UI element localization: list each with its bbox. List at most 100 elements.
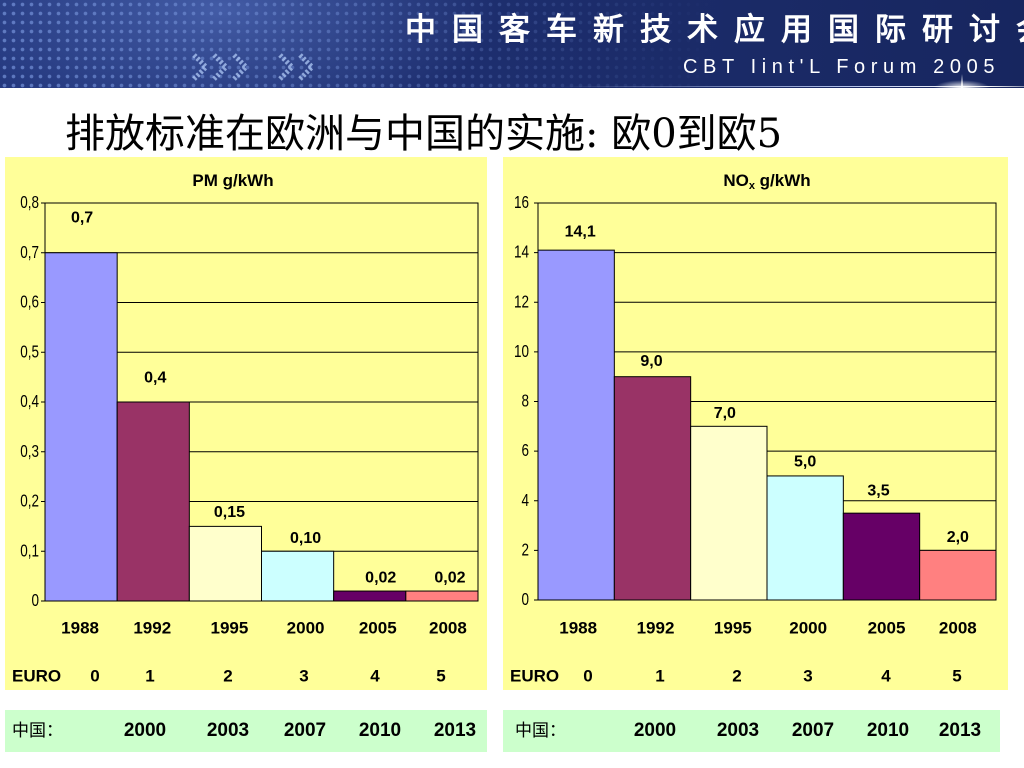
euro-level: 3 (299, 667, 308, 686)
data-label: 0,02 (365, 570, 396, 587)
euro-level: 2 (223, 667, 232, 686)
chevron-arrow-icon (212, 53, 230, 81)
pm-chart-title: PM g/kWh (192, 170, 273, 192)
sparkle-ray-decoration (961, 74, 963, 102)
euro-level: 2 (732, 667, 741, 686)
conference-title: 中国客车新技术应用国际研讨会 (405, 12, 1024, 47)
data-label: 0,4 (144, 370, 166, 387)
chevron-arrow-icon (298, 53, 316, 81)
pm-china-row: 中国： 2000 2003 2007 2010 2013 (5, 710, 487, 752)
china-year: 2013 (938, 720, 982, 741)
euro-level: 5 (436, 667, 445, 686)
chart-title-text: NO (723, 171, 749, 190)
chevron-arrow-icon (192, 53, 210, 81)
bar-2005 (842, 512, 921, 601)
x-tick-label: 2008 (939, 619, 977, 638)
bar-1992 (613, 376, 692, 601)
header-divider (560, 86, 1024, 87)
china-year: 2000 (123, 720, 167, 741)
euro-level: 5 (952, 667, 961, 686)
chart-title-unit: g/kWh (754, 171, 811, 190)
bar-1988 (44, 252, 118, 602)
china-year: 2003 (716, 720, 760, 741)
x-tick-label: 1995 (211, 619, 249, 638)
slide-title: 排放标准在欧洲与中国的实施: 欧0到欧5 (65, 111, 783, 157)
nox-chart-panel: 0 2 4 6 8 10 12 14 16 14,1 9,0 7,0 5,0 3,5 2,0 1988 1992… (503, 157, 1008, 690)
x-tick-label: 2005 (359, 619, 397, 638)
euro-level: 0 (583, 667, 592, 686)
chevron-arrow-icon (278, 53, 296, 81)
x-tick-label: 1988 (559, 619, 597, 638)
y-tick-label: 6 (521, 442, 529, 461)
x-tick-label: 2005 (868, 619, 906, 638)
china-year: 2010 (358, 720, 402, 741)
euro-label: EURO (510, 667, 559, 686)
data-label: 0,7 (71, 209, 93, 226)
dot-pattern-decoration (0, 0, 720, 88)
nox-chart-title: NOx g/kWh (723, 170, 810, 192)
y-tick-label: 0 (521, 590, 529, 609)
y-tick-label: 4 (521, 491, 529, 510)
bar-2008 (919, 549, 997, 601)
euro-level: 4 (881, 667, 891, 686)
data-label: 0,15 (214, 504, 245, 521)
y-tick-label: 0,7 (20, 243, 39, 262)
y-tick-label: 0,6 (20, 293, 39, 312)
euro-label: EURO (12, 667, 61, 686)
data-label: 14,1 (565, 224, 596, 241)
y-tick-label: 0,5 (20, 343, 39, 362)
bar-2000 (261, 550, 335, 602)
x-tick-label: 2008 (429, 619, 467, 638)
china-year: 2000 (633, 720, 677, 741)
chevron-arrows-icon (192, 53, 316, 81)
chart-title-subscript: x (748, 180, 755, 192)
nox-china-row: 中国： 2000 2003 2007 2010 2013 (503, 710, 1000, 752)
x-tick-label: 1992 (133, 619, 171, 638)
data-label: 0,10 (290, 530, 321, 547)
y-tick-label: 12 (514, 293, 529, 312)
euro-level: 0 (90, 667, 99, 686)
y-tick-label: 0 (31, 591, 39, 610)
pm-chart-panel: 0 0,1 0,2 0,3 0,4 0,5 0,6 0,7 0,8 0,7 0,4 0,15 0,10 0… (5, 157, 487, 690)
conference-subtitle: CBT Iint'L Forum 2005 (683, 56, 1001, 78)
y-tick-label: 0,3 (20, 442, 39, 461)
y-tick-label: 2 (521, 541, 529, 560)
y-tick-label: 0,8 (20, 193, 39, 212)
x-tick-label: 2000 (287, 619, 325, 638)
bar-1995 (188, 525, 262, 602)
china-label: 中国： (515, 721, 566, 740)
bar-1995 (690, 425, 768, 601)
x-tick-label: 1995 (714, 619, 752, 638)
euro-level: 1 (655, 667, 664, 686)
y-tick-label: 10 (514, 342, 529, 361)
data-label: 5,0 (794, 453, 816, 470)
data-label: 0,02 (434, 570, 465, 587)
chevron-arrow-icon (232, 53, 250, 81)
bar-1988 (537, 249, 615, 601)
plot-frame (537, 202, 997, 601)
x-tick-label: 1988 (61, 619, 99, 638)
plot-frame (44, 202, 479, 602)
china-year: 2010 (866, 720, 910, 741)
y-tick-label: 16 (514, 193, 529, 212)
bar-2000 (766, 475, 844, 601)
china-year: 2007 (283, 720, 327, 741)
data-label: 2,0 (947, 529, 969, 546)
data-label: 7,0 (714, 405, 736, 422)
china-label: 中国： (12, 721, 63, 740)
chart-title-text: PM g/kWh (192, 171, 274, 190)
china-year: 2007 (791, 720, 835, 741)
bar-1992 (116, 401, 190, 602)
x-tick-label: 2000 (789, 619, 827, 638)
y-tick-label: 0,2 (20, 492, 39, 511)
y-tick-label: 0,4 (20, 392, 39, 411)
euro-level: 3 (803, 667, 812, 686)
pm-bar-chart: 0 0,1 0,2 0,3 0,4 0,5 0,6 0,7 0,8 0,7 0,4 0,15 0,10 0… (12, 193, 479, 686)
euro-level: 1 (145, 667, 154, 686)
header-banner: 中国客车新技术应用国际研讨会 CBT Iint'L Forum 2005 (0, 0, 1024, 88)
euro-level: 4 (370, 667, 380, 686)
data-label: 3,5 (867, 483, 889, 500)
y-tick-label: 0,1 (20, 542, 39, 561)
